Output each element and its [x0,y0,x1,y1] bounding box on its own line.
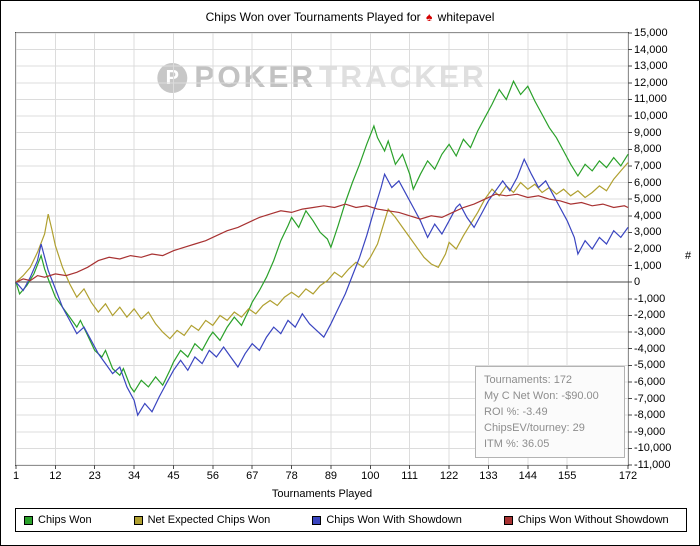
pokerstars-spade-icon: ♠ [425,10,433,24]
y-axis-tick-label: 4,000 [634,209,662,222]
stats-tooltip: Tournaments: 172 My C Net Won: -$90.00 R… [475,366,625,458]
y-axis-tick-label: -5,000 [634,359,666,372]
y-axis-unit-label: # [685,250,692,262]
stat-tournaments: Tournaments: 172 [484,374,573,386]
x-axis-title: Tournaments Played [271,488,373,500]
legend-item-without-showdown: Chips Won Without Showdown [503,514,669,526]
x-axis-tick-label: 172 [618,470,638,482]
y-axis-tick-label: 7,000 [634,159,662,172]
chart-title-text: Chips Won over Tournaments Played for [205,10,421,24]
stat-net-won: My C Net Won: -$90.00 [484,390,599,402]
x-axis-tick-label: 12 [49,470,62,482]
legend-label: Chips Won Without Showdown [517,514,669,526]
x-axis-tick-label: 78 [285,470,298,482]
x-axis-tick-label: 1 [12,470,20,482]
y-axis-tick-label: -1,000 [634,292,666,305]
y-axis-tick-label: -10,000 [634,442,672,455]
x-axis-tick-label: 56 [206,470,219,482]
without-showdown-swatch-icon [503,515,513,525]
x-axis-tick-label: 67 [246,470,259,482]
y-axis-tick-label: -3,000 [634,326,666,339]
y-axis-tick-label: 14,000 [634,43,668,56]
x-axis-labels: 1 12 23 34 45 56 67 78 89 100 111 122 133 144 155 172 [12,470,637,483]
with-showdown-swatch-icon [312,515,322,525]
stat-roi: ROI %: -3.49 [484,406,548,418]
y-axis-tick-label: 1,000 [634,259,662,272]
chips-won-swatch-icon [24,515,33,525]
y-axis-tick-label: 11,000 [634,93,667,106]
y-axis-tick-label: 8,000 [634,143,662,156]
x-axis-tick-label: 111 [401,470,419,482]
plot-area[interactable]: P POKER TRACKER Tournaments: 172 My C Ne… [15,32,632,469]
x-axis-tick-label: 89 [324,470,338,482]
y-axis-tick-label: 9,000 [634,126,662,139]
x-axis-tick-label: 23 [88,470,101,482]
y-axis-tick-label: 6,000 [634,176,662,189]
x-axis-tick-label: 100 [361,470,380,482]
y-axis-tick-label: -7,000 [634,392,666,405]
legend-item-with-showdown: Chips Won With Showdown [312,514,462,526]
y-axis-tick-label: -6,000 [634,375,666,388]
stat-itm: ITM %: 36.05 [484,438,550,450]
y-axis-tick-label: 12,000 [634,76,668,89]
y-axis-tick-label: -11,000 [634,459,671,471]
x-axis-tick-label: 144 [518,470,537,482]
y-axis-tick-label: 0 [634,276,641,289]
y-axis-tick-label: -9,000 [634,425,666,438]
y-axis-tick-label: 13,000 [634,60,668,73]
legend-item-net-expected: Net Expected Chips Won [133,514,271,526]
y-axis-tick-label: 15,000 [634,27,668,39]
legend-label: Chips Won [38,514,92,526]
y-axis-tick-label: -8,000 [634,409,666,422]
x-axis-tick-label: 34 [127,470,141,482]
x-axis-tick-label: 122 [439,470,459,482]
legend-label: Net Expected Chips Won [147,514,271,526]
player-name: whitepavel [437,10,495,24]
legend: Chips Won Net Expected Chips Won Chips W… [15,508,687,532]
chart-title: Chips Won over Tournaments Played for ♠ … [1,10,699,24]
x-axis-tick-label: 45 [167,470,180,482]
y-axis-tick-label: 5,000 [634,193,662,206]
x-axis-tick-label: 133 [479,470,498,482]
x-axis-tick-label: 155 [557,470,577,482]
net-expected-swatch-icon [133,515,143,525]
legend-item-chips-won: Chips Won [24,514,92,526]
y-axis-labels: 15,000 14,000 13,000 12,000 11,000 10,000 9,00… [634,27,684,471]
stat-chipsev: ChipsEV/tourney: 29 [484,422,585,434]
legend-label: Chips Won With Showdown [326,514,462,526]
y-axis-tick-label: -4,000 [634,342,666,355]
y-axis-tick-label: 10,000 [634,110,668,123]
y-axis-tick-label: 2,000 [634,243,662,255]
y-axis-tick-label: 3,000 [634,226,662,239]
y-axis-tick-label: -2,000 [634,309,666,322]
